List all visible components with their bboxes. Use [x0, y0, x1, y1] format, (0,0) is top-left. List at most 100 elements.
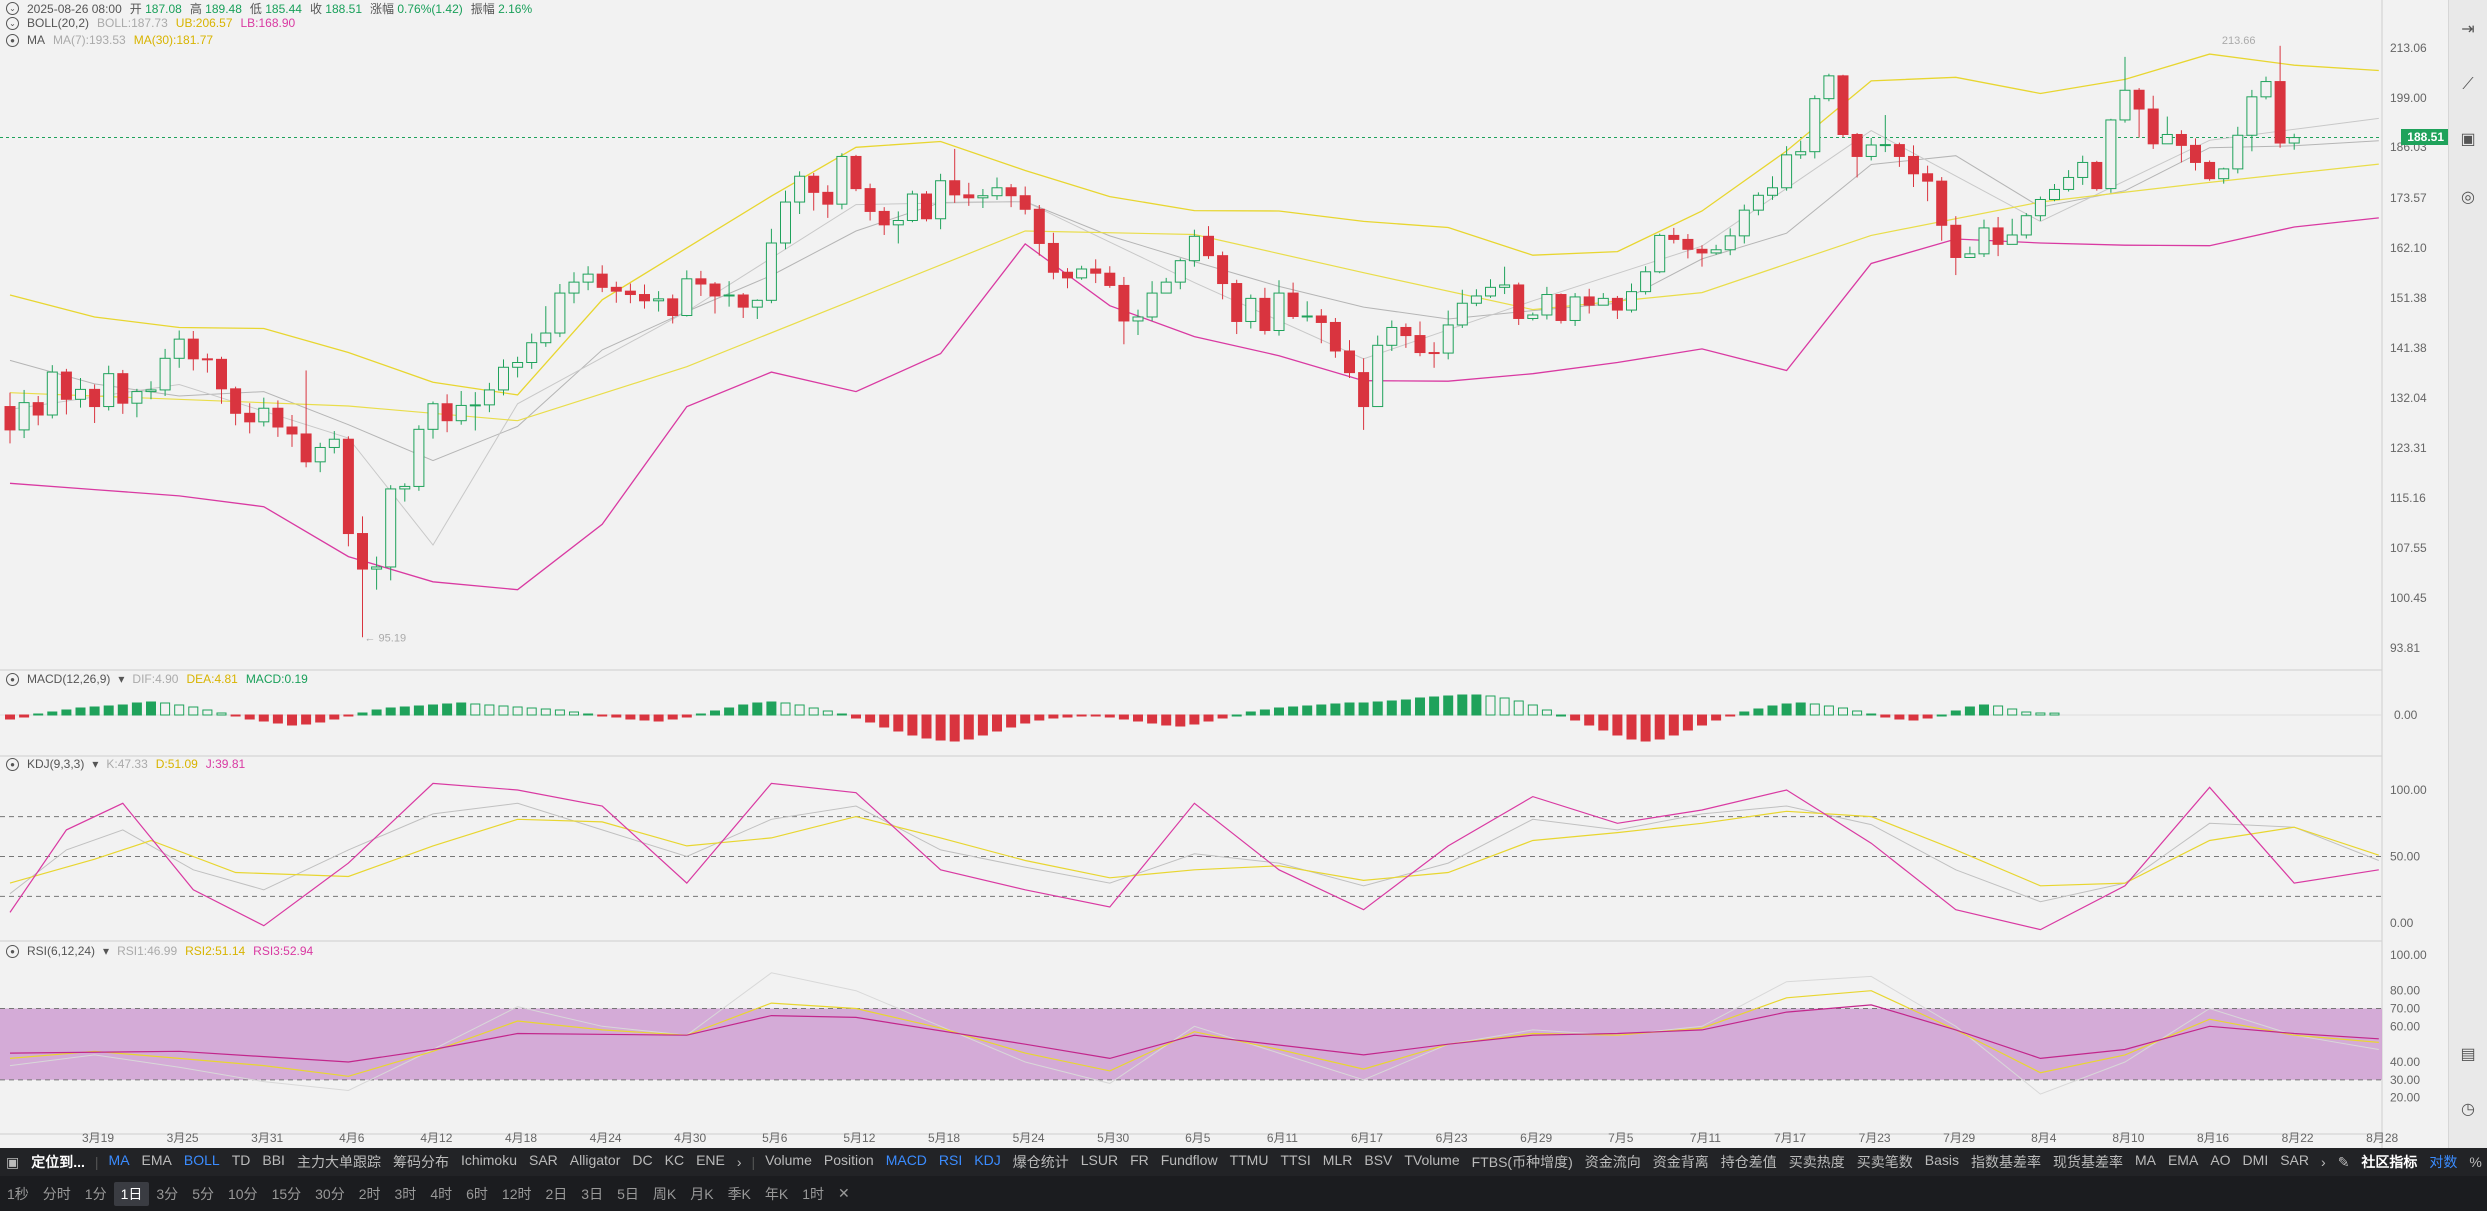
sub-indicator-12[interactable]: BSV	[1364, 1152, 1393, 1168]
period-8[interactable]: 30分	[315, 1185, 345, 1202]
chevron-right-icon[interactable]: ›	[2321, 1154, 2326, 1170]
sub-indicator-19[interactable]: 买卖笔数	[1856, 1154, 1913, 1170]
main-indicator-8[interactable]: SAR	[528, 1152, 558, 1168]
main-indicator-1[interactable]: EMA	[141, 1152, 172, 1168]
sub-indicator-1[interactable]: Position	[823, 1152, 874, 1168]
period-17[interactable]: 周K	[652, 1185, 677, 1202]
clock-icon[interactable]: ◷	[2461, 1101, 2475, 1118]
candle	[2218, 167, 2230, 184]
sub-indicator-7[interactable]: FR	[1130, 1152, 1149, 1168]
candle-body	[2091, 161, 2103, 190]
sub-indicator-8[interactable]: Fundflow	[1160, 1152, 1218, 1168]
macd-bar	[146, 701, 156, 716]
period-11[interactable]: 4时	[430, 1185, 453, 1202]
sub-indicator-20[interactable]: Basis	[1924, 1152, 1959, 1168]
percent-scale-toggle[interactable]: %	[2469, 1154, 2482, 1170]
locate-button[interactable]: 定位到...	[31, 1154, 85, 1170]
sub-indicator-10[interactable]: TTSI	[1280, 1152, 1311, 1168]
log-scale-toggle[interactable]: 对数	[2429, 1154, 2458, 1170]
close-icon[interactable]: ✕	[838, 1185, 850, 1201]
sub-indicator-15[interactable]: 资金流向	[1584, 1154, 1641, 1170]
main-indicator-0[interactable]: MA	[108, 1152, 130, 1168]
main-indicator-10[interactable]: DC	[632, 1152, 653, 1168]
sub-indicator-3[interactable]: RSI	[938, 1152, 963, 1168]
collapse-icon[interactable]: ⌄	[6, 2, 19, 15]
calendar-icon[interactable]: ▣	[6, 1153, 20, 1170]
main-indicator-6[interactable]: 筹码分布	[392, 1154, 449, 1170]
indicator-icon[interactable]: ▣	[2460, 131, 2476, 148]
lock-icon[interactable]: ●	[6, 944, 19, 958]
main-indicator-11[interactable]: KC	[664, 1152, 685, 1168]
sub-indicator-13[interactable]: TVolume	[1404, 1152, 1460, 1168]
main-indicator-4[interactable]: BBI	[262, 1152, 285, 1168]
lock-icon[interactable]: ●	[6, 33, 19, 47]
layout-icon[interactable]: ▤	[2460, 1046, 2476, 1063]
sub-indicator-14[interactable]: FTBS(币种增度)	[1471, 1154, 1573, 1170]
period-21[interactable]: 1时	[802, 1185, 825, 1202]
sub-indicator-16[interactable]: 资金背离	[1652, 1154, 1709, 1170]
sub-indicator-5[interactable]: 爆仓统计	[1012, 1154, 1069, 1170]
period-16[interactable]: 5日	[617, 1185, 639, 1202]
candle-body	[1668, 234, 1680, 240]
sub-indicator-0[interactable]: Volume	[765, 1152, 812, 1168]
main-indicator-7[interactable]: Ichimoku	[460, 1152, 517, 1168]
period-13[interactable]: 12时	[501, 1185, 532, 1202]
lock-icon[interactable]: ●	[6, 757, 19, 771]
dropdown-icon[interactable]: ▾	[118, 672, 125, 686]
main-indicator-2[interactable]: BOLL	[183, 1152, 220, 1168]
macd-bar	[963, 714, 974, 740]
period-10[interactable]: 3时	[394, 1185, 417, 1202]
period-0[interactable]: 1秒	[7, 1185, 29, 1202]
edit-icon[interactable]: ✎	[2337, 1153, 2350, 1170]
macd-bar	[343, 714, 354, 717]
main-indicator-12[interactable]: ENE	[696, 1152, 725, 1168]
sub-indicator-27[interactable]: SAR	[2280, 1152, 2310, 1168]
period-5[interactable]: 5分	[192, 1185, 214, 1202]
sub-indicator-9[interactable]: TTMU	[1229, 1152, 1269, 1168]
sub-indicator-17[interactable]: 持仓差值	[1720, 1154, 1777, 1170]
period-19[interactable]: 季K	[727, 1185, 751, 1202]
candle	[342, 436, 354, 547]
sub-indicator-22[interactable]: 现货基差率	[2052, 1154, 2123, 1170]
period-9[interactable]: 2时	[358, 1185, 381, 1202]
sub-indicator-4[interactable]: KDJ	[974, 1152, 1001, 1168]
chevron-right-icon[interactable]: ›	[736, 1154, 742, 1170]
period-1[interactable]: 分时	[42, 1185, 71, 1202]
sub-indicator-26[interactable]: DMI	[2242, 1152, 2269, 1168]
period-20[interactable]: 年K	[764, 1185, 789, 1202]
period-4[interactable]: 3分	[156, 1185, 179, 1202]
rsi-axis-label: 40.00	[2390, 1055, 2420, 1069]
main-indicator-9[interactable]: Alligator	[569, 1152, 621, 1168]
period-15[interactable]: 3日	[581, 1185, 604, 1202]
collapse-icon[interactable]: ⌄	[6, 16, 19, 30]
main-indicator-3[interactable]: TD	[231, 1152, 251, 1168]
macd-bar	[174, 704, 185, 716]
price-axis-label: 100.45	[2390, 591, 2427, 605]
compass-icon[interactable]: ◎	[2461, 189, 2475, 206]
period-12[interactable]: 6时	[466, 1185, 488, 1202]
export-icon[interactable]: ⇥	[2461, 21, 2475, 38]
community-indicator-button[interactable]: 社区指标	[2361, 1154, 2418, 1170]
sub-indicator-24[interactable]: EMA	[2167, 1152, 2199, 1168]
sub-indicator-11[interactable]: MLR	[1322, 1152, 1353, 1168]
period-14[interactable]: 2日	[545, 1185, 568, 1202]
sub-indicator-21[interactable]: 指数基差率	[1970, 1154, 2041, 1170]
dropdown-icon[interactable]: ▾	[92, 757, 99, 771]
lock-icon[interactable]: ●	[6, 672, 19, 686]
candle-body	[1879, 144, 1891, 147]
sub-indicator-23[interactable]: MA	[2134, 1152, 2156, 1168]
period-2[interactable]: 1分	[84, 1185, 107, 1202]
chart-canvas[interactable]: 213.06199.00186.03173.57162.10151.38141.…	[0, 0, 2448, 1148]
sub-indicator-18[interactable]: 买卖热度	[1788, 1154, 1845, 1170]
macd-bar	[1090, 714, 1101, 717]
sub-indicator-25[interactable]: AO	[2210, 1152, 2231, 1168]
period-18[interactable]: 月K	[690, 1185, 714, 1202]
main-indicator-5[interactable]: 主力大单跟踪	[296, 1154, 381, 1170]
sub-indicator-6[interactable]: LSUR	[1080, 1152, 1119, 1168]
sub-indicator-2[interactable]: MACD	[885, 1152, 927, 1168]
dropdown-icon[interactable]: ▾	[103, 944, 110, 958]
period-7[interactable]: 15分	[271, 1185, 302, 1202]
chart-line-icon[interactable]: ⟋	[2462, 76, 2474, 93]
period-3[interactable]: 1日	[113, 1181, 150, 1206]
period-6[interactable]: 10分	[227, 1185, 258, 1202]
